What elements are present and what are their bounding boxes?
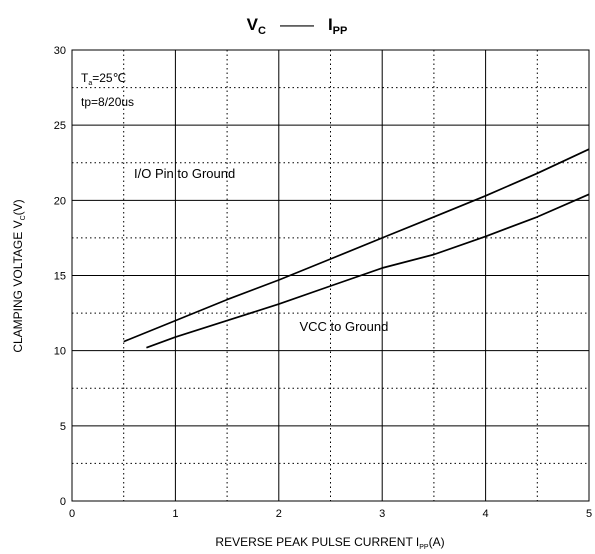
x-axis-label: REVERSE PEAK PULSE CURRENT IPP(A) (215, 535, 444, 551)
y-tick-label: 10 (54, 346, 66, 358)
title-vc-sub: C (258, 25, 266, 37)
x-tick-label: 3 (379, 508, 385, 520)
series-line-0 (123, 148, 590, 343)
x-tick-label: 5 (586, 508, 592, 520)
annotation-temperature: Ta=25℃ (81, 71, 126, 87)
x-tick-label: 2 (276, 508, 282, 520)
y-tick-label: 20 (54, 195, 66, 207)
chart-title: VC —— IPP (247, 15, 348, 37)
title-ipp: I (328, 15, 333, 34)
title-dash: —— (280, 15, 314, 34)
series-labels: I/O Pin to Ground VCC to Ground (134, 166, 388, 334)
y-tick-label: 30 (54, 45, 66, 57)
title-ipp-sub: PP (333, 25, 348, 37)
annotation-pulse: tp=8/20us (81, 95, 134, 109)
tick-labels: 0 1 2 3 4 5 0 5 10 15 20 25 30 (54, 45, 592, 520)
series-lines (123, 148, 590, 349)
series-label-0: I/O Pin to Ground (134, 166, 235, 181)
plot-frame (71, 49, 590, 502)
series-line-1 (146, 193, 590, 349)
y-tick-label: 25 (54, 120, 66, 132)
y-tick-label: 5 (60, 421, 66, 433)
y-tick-label: 15 (54, 271, 66, 283)
x-tick-label: 0 (69, 508, 75, 520)
x-tick-label: 4 (483, 508, 489, 520)
x-tick-label: 1 (172, 508, 178, 520)
y-tick-label: 0 (60, 496, 66, 508)
title-vc: V (247, 15, 259, 34)
y-axis-label: CLAMPING VOLTAGE VC(V) (11, 199, 27, 352)
series-label-1: VCC to Ground (299, 319, 388, 334)
grid (72, 50, 589, 501)
